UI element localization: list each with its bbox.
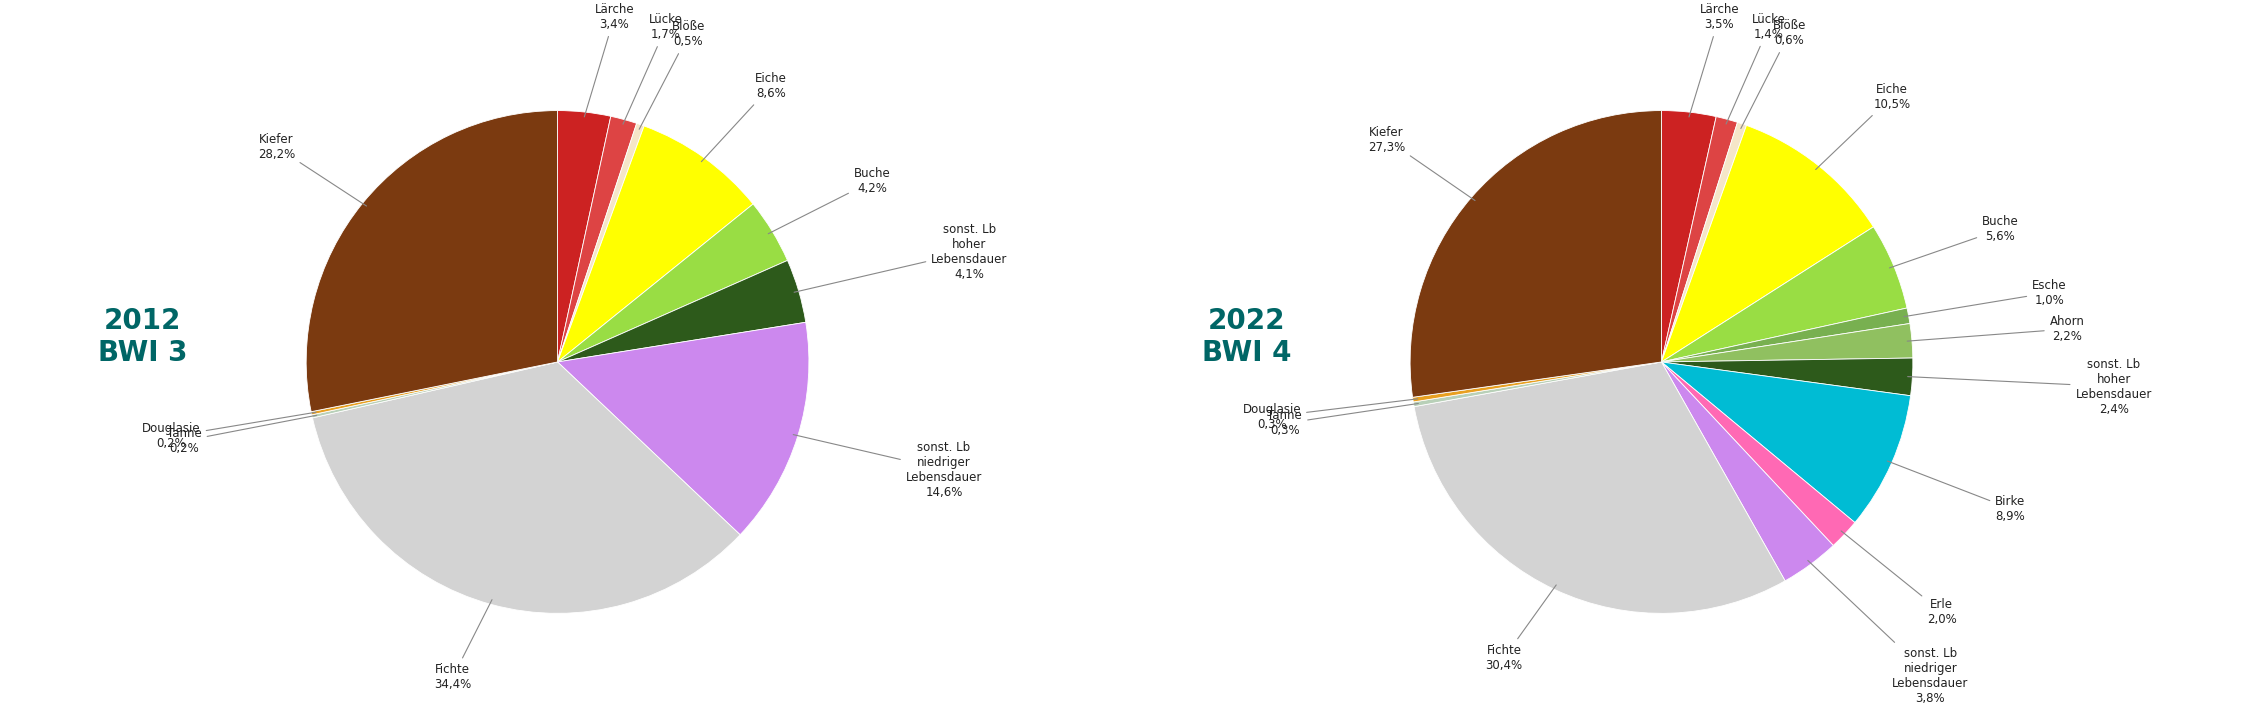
Text: Lücke
1,4%: Lücke 1,4%: [1726, 13, 1786, 124]
Wedge shape: [1660, 308, 1910, 362]
Text: Ahorn
2,2%: Ahorn 2,2%: [1908, 315, 2084, 343]
Wedge shape: [1413, 362, 1660, 407]
Wedge shape: [1660, 358, 1912, 396]
Wedge shape: [1660, 122, 1746, 362]
Text: sonst. Lb
hoher
Lebensdauer
4,1%: sonst. Lb hoher Lebensdauer 4,1%: [794, 223, 1008, 292]
Wedge shape: [558, 110, 610, 362]
Text: Buche
4,2%: Buche 4,2%: [767, 167, 891, 234]
Text: Blöße
0,5%: Blöße 0,5%: [639, 21, 704, 130]
Text: Fichte
34,4%: Fichte 34,4%: [434, 600, 493, 691]
Text: Blöße
0,6%: Blöße 0,6%: [1742, 19, 1807, 128]
Wedge shape: [558, 116, 637, 362]
Wedge shape: [558, 204, 788, 362]
Text: Buche
5,6%: Buche 5,6%: [1890, 216, 2018, 268]
Wedge shape: [1660, 323, 1912, 362]
Text: Lücke
1,7%: Lücke 1,7%: [623, 14, 682, 124]
Wedge shape: [1660, 362, 1854, 545]
Text: Lärche
3,4%: Lärche 3,4%: [585, 3, 634, 117]
Text: Douglasie
0,3%: Douglasie 0,3%: [1242, 399, 1418, 431]
Text: Fichte
30,4%: Fichte 30,4%: [1485, 585, 1557, 672]
Wedge shape: [1413, 362, 1660, 402]
Wedge shape: [306, 110, 558, 412]
Wedge shape: [558, 261, 806, 362]
Wedge shape: [1411, 110, 1660, 397]
Wedge shape: [313, 362, 740, 613]
Wedge shape: [558, 323, 810, 535]
Wedge shape: [558, 123, 644, 362]
Text: Birke
8,9%: Birke 8,9%: [1888, 461, 2025, 523]
Wedge shape: [1413, 362, 1784, 613]
Text: Erle
2,0%: Erle 2,0%: [1840, 531, 1957, 626]
Text: Eiche
8,6%: Eiche 8,6%: [702, 72, 788, 162]
Text: Tanne
0,2%: Tanne 0,2%: [166, 415, 317, 455]
Wedge shape: [1660, 117, 1737, 362]
Text: Lärche
3,5%: Lärche 3,5%: [1690, 3, 1739, 117]
Wedge shape: [1660, 362, 1834, 581]
Wedge shape: [1660, 227, 1908, 362]
Wedge shape: [1660, 110, 1717, 362]
Text: Kiefer
27,3%: Kiefer 27,3%: [1368, 125, 1476, 201]
Wedge shape: [558, 126, 754, 362]
Text: Kiefer
28,2%: Kiefer 28,2%: [259, 133, 367, 206]
Text: Esche
1,0%: Esche 1,0%: [1904, 278, 2068, 317]
Text: Eiche
10,5%: Eiche 10,5%: [1816, 83, 1910, 169]
Text: Douglasie
0,2%: Douglasie 0,2%: [142, 412, 315, 451]
Text: sonst. Lb
niedriger
Lebensdauer
3,8%: sonst. Lb niedriger Lebensdauer 3,8%: [1807, 560, 1969, 705]
Wedge shape: [310, 362, 558, 415]
Wedge shape: [1660, 125, 1874, 362]
Text: 2012
BWI 3: 2012 BWI 3: [99, 307, 187, 367]
Text: Tanne
0,3%: Tanne 0,3%: [1267, 404, 1418, 437]
Text: 2022
BWI 4: 2022 BWI 4: [1202, 307, 1291, 367]
Text: sonst. Lb
hoher
Lebensdauer
2,4%: sonst. Lb hoher Lebensdauer 2,4%: [1908, 357, 2151, 416]
Wedge shape: [313, 362, 558, 418]
Wedge shape: [1660, 362, 1910, 523]
Text: sonst. Lb
niedriger
Lebensdauer
14,6%: sonst. Lb niedriger Lebensdauer 14,6%: [794, 434, 983, 498]
